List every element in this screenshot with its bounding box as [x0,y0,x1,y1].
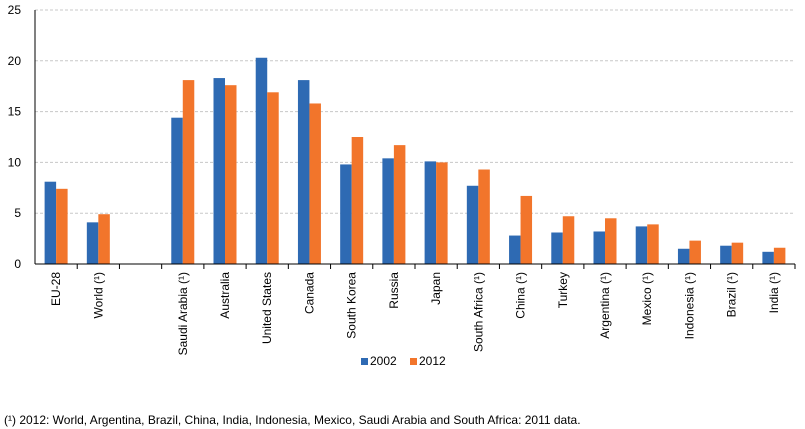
y-tick-label: 10 [8,155,22,169]
bar-2012 [393,145,406,264]
x-tick-label: Turkey [556,272,570,308]
bar-2012 [56,188,68,264]
bar-2002 [255,57,268,264]
bar-2012 [731,242,744,264]
gridlines [35,9,795,214]
x-tick-label: India (¹) [767,272,781,313]
bar-2002 [720,245,732,264]
bar-2002 [677,248,690,264]
x-tick-label: World (¹) [91,272,105,318]
x-tick-label: EU-28 [49,272,63,306]
legend-swatch-2012 [410,358,417,365]
bar-2002 [635,226,648,264]
x-tick-label: South Korea [345,272,359,339]
bar-2012 [225,85,237,265]
footnote: (¹) 2012: World, Argentina, Brazil, Chin… [4,413,581,427]
bar-2012 [267,92,279,265]
x-tick-label: United States [260,272,274,344]
x-tick-label: South Africa (¹) [471,272,485,352]
x-tick-label: Mexico (¹) [640,272,654,325]
bar-2012 [182,80,195,264]
bar-2002 [509,235,521,264]
bar-2012 [309,103,321,264]
bars [44,57,786,265]
legend-label-2012: 2012 [419,354,446,368]
bar-2002 [593,231,605,264]
x-tick-label: Canada [302,272,316,314]
y-tick-label: 25 [8,3,22,17]
bar-2002 [171,117,183,264]
y-tick-label: 20 [8,54,22,68]
bar-2002 [551,232,563,264]
bar-2002 [213,78,225,265]
x-tick-label: Australia [218,272,232,319]
x-tick-label: Brazil (¹) [725,272,739,317]
y-tick-label: 15 [8,105,22,119]
bar-2012 [562,216,575,264]
bar-2012 [98,214,110,264]
y-tick-label: 0 [14,257,21,271]
x-tick-label: Argentina (¹) [598,272,612,339]
legend-label-2002: 2002 [370,354,397,368]
bar-2002 [297,80,310,264]
bar-2012 [773,247,786,264]
bar-2002 [382,158,394,264]
bar-2002 [340,164,352,264]
legend-swatch-2002 [361,358,368,365]
x-tick-label: Russia [387,272,401,309]
bar-2012 [436,162,448,264]
x-tick-label: China (¹) [514,272,528,319]
bar-2002 [762,251,774,264]
bar-2012 [605,218,617,264]
x-tick-label: Indonesia (¹) [682,272,696,339]
bar-2002 [86,222,99,264]
bar-2012 [478,169,490,264]
x-tick-label: Saudi Arabia (¹) [176,272,190,355]
bar-2002 [466,185,479,264]
bar-2012 [520,195,533,264]
bar-2002 [44,181,57,264]
legend: 2002 2012 [361,354,446,368]
bar-2012 [351,137,364,264]
y-tick-label: 5 [14,206,21,220]
x-axis: EU-28 World (¹) Saudi Arabia (¹) Australia U… [35,263,796,355]
bar-2002 [424,161,437,264]
bar-2012 [647,224,659,264]
x-tick-label: Japan [429,272,443,305]
y-axis: 0 5 10 15 20 25 [8,3,36,271]
bar-2012 [689,240,701,264]
